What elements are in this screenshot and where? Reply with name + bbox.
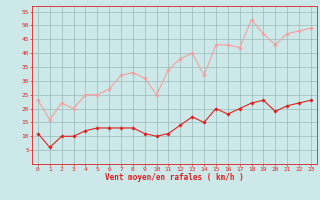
X-axis label: Vent moyen/en rafales ( km/h ): Vent moyen/en rafales ( km/h ) — [105, 173, 244, 182]
